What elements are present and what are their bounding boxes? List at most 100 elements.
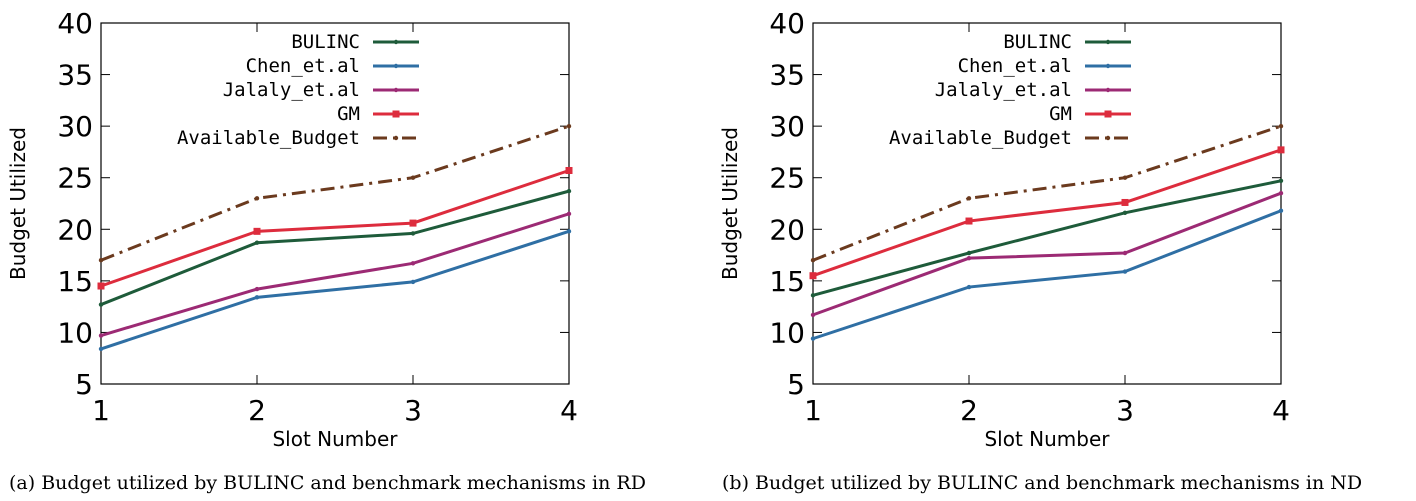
- legend-label-gm: GM: [1049, 103, 1072, 125]
- legend-marker-available-budget: [393, 135, 399, 141]
- data-point-jalaly-et-al: [1278, 190, 1284, 196]
- data-point-jalaly-et-al: [566, 211, 572, 217]
- y-tick-label: 35: [57, 59, 93, 92]
- series-line-available-budget: [812, 124, 1282, 262]
- x-tick-label: 1: [804, 394, 822, 427]
- data-point-jalaly-et-al: [410, 261, 416, 266]
- chart-b: 5 10 15 20 25 30 35 40 1 2 3 4 Slot Number Budget Uti…: [718, 7, 1290, 451]
- y-axis-title: Budget Utilized: [718, 127, 742, 280]
- legend-marker-jalaly-et-al: [393, 87, 399, 93]
- data-point-bulinc: [1278, 178, 1284, 184]
- legend-label-gm: GM: [337, 103, 360, 125]
- legend-marker-available-budget: [1105, 135, 1111, 141]
- data-point-jalaly-et-al: [810, 312, 816, 318]
- series-line-gm: [100, 169, 570, 288]
- data-point-available-budget: [966, 196, 972, 201]
- series-line-jalaly-et-al: [100, 212, 570, 337]
- data-point-gm: [253, 227, 261, 235]
- legend-label-jalaly-et-al: Jalaly_et.al: [223, 79, 360, 101]
- series-line-available-budget: [100, 124, 570, 262]
- legend-label-chen-et-al: Chen_et.al: [246, 55, 360, 77]
- data-point-gm: [97, 282, 105, 290]
- data-point-chen-et-al: [566, 229, 572, 234]
- y-tick-label: 40: [769, 7, 805, 40]
- legend-marker-bulinc: [1105, 39, 1111, 45]
- x-tick-label: 4: [560, 394, 578, 427]
- data-point-gm: [1121, 198, 1129, 206]
- y-tick-label: 20: [769, 213, 805, 246]
- data-point-chen-et-al: [1278, 208, 1284, 213]
- data-point-bulinc: [966, 250, 972, 256]
- data-point-available-budget: [410, 175, 416, 180]
- series-line-bulinc: [812, 179, 1282, 297]
- data-point-bulinc: [254, 240, 260, 245]
- y-tick-label: 25: [769, 162, 805, 195]
- data-point-gm: [409, 219, 417, 227]
- legend-label-jalaly-et-al: Jalaly_et.al: [935, 79, 1072, 101]
- caption-a: (a) Budget utilized by BULINC and benchm…: [9, 472, 646, 494]
- series-line-bulinc: [100, 189, 570, 306]
- data-point-gm: [809, 272, 817, 280]
- x-tick-label: 3: [1116, 394, 1134, 427]
- y-tick-label: 30: [57, 110, 93, 143]
- legend-marker-gm: [1104, 110, 1112, 118]
- data-point-available-budget: [810, 258, 816, 263]
- legend-label-chen-et-al: Chen_et.al: [958, 55, 1072, 77]
- x-tick-label: 2: [248, 394, 266, 427]
- data-point-jalaly-et-al: [1122, 250, 1128, 256]
- data-point-gm: [965, 217, 973, 225]
- y-tick-label: 30: [769, 110, 805, 143]
- data-point-chen-et-al: [254, 295, 260, 300]
- chart-a: 5 10 15 20 25 30 35 40 1 2 3 4 Slot Number Budget Uti…: [6, 7, 578, 451]
- series-line-gm: [812, 148, 1282, 278]
- legend-marker-gm: [392, 110, 400, 118]
- y-tick-label: 35: [769, 59, 805, 92]
- data-point-chen-et-al: [810, 336, 816, 341]
- data-point-jalaly-et-al: [254, 286, 260, 292]
- x-tick-label: 4: [1272, 394, 1290, 427]
- x-axis-title: Slot Number: [984, 427, 1110, 451]
- x-tick-label: 3: [404, 394, 422, 427]
- legend-marker-bulinc: [393, 39, 399, 45]
- series-line-jalaly-et-al: [812, 191, 1282, 317]
- data-point-available-budget: [566, 123, 572, 129]
- plot-frame: [100, 22, 570, 385]
- y-tick-label: 5: [75, 368, 93, 401]
- legend-label-bulinc: BULINC: [291, 31, 360, 53]
- data-point-jalaly-et-al: [98, 333, 104, 338]
- y-tick-label: 40: [57, 7, 93, 40]
- legend-label-available-budget: Available_Budget: [889, 127, 1072, 149]
- y-tick-label: 25: [57, 162, 93, 195]
- caption-b: (b) Budget utilized by BULINC and benchm…: [722, 472, 1363, 494]
- data-point-chen-et-al: [98, 346, 104, 352]
- x-axis-title: Slot Number: [272, 427, 398, 451]
- legend-marker-jalaly-et-al: [1105, 87, 1111, 93]
- data-point-bulinc: [1122, 210, 1128, 215]
- data-point-available-budget: [1278, 123, 1284, 129]
- data-point-bulinc: [810, 293, 816, 298]
- data-point-available-budget: [1122, 175, 1128, 180]
- x-tick-label: 2: [960, 394, 978, 427]
- y-tick-label: 20: [57, 213, 93, 246]
- series-line-chen-et-al: [100, 229, 570, 351]
- y-tick-label: 10: [769, 316, 805, 349]
- data-point-bulinc: [566, 188, 572, 194]
- data-point-chen-et-al: [966, 284, 972, 290]
- data-point-available-budget: [98, 258, 104, 263]
- y-tick-label: 10: [57, 316, 93, 349]
- y-axis-title: Budget Utilized: [6, 127, 30, 280]
- legend-label-available-budget: Available_Budget: [177, 127, 360, 149]
- plot-frame: [812, 22, 1282, 385]
- data-point-chen-et-al: [410, 279, 416, 285]
- y-tick-label: 15: [57, 265, 93, 298]
- data-point-chen-et-al: [1122, 269, 1128, 274]
- data-point-bulinc: [410, 231, 416, 236]
- series-line-chen-et-al: [812, 209, 1282, 341]
- legend-marker-chen-et-al: [393, 63, 399, 69]
- legend-label-bulinc: BULINC: [1003, 31, 1072, 53]
- data-point-gm: [565, 166, 573, 174]
- y-tick-label: 5: [787, 368, 805, 401]
- y-tick-label: 15: [769, 265, 805, 298]
- x-tick-label: 1: [92, 394, 110, 427]
